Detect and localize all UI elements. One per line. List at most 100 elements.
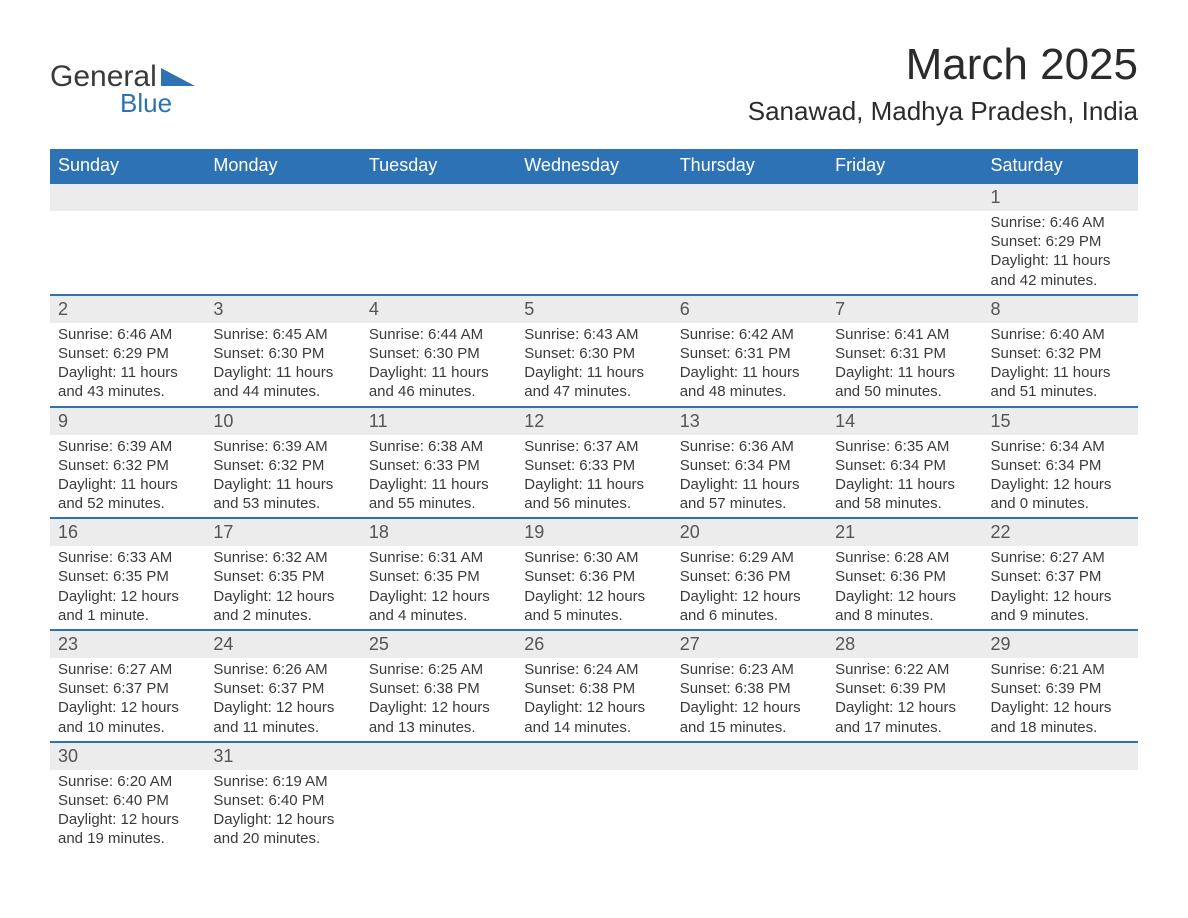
day-body: Sunrise: 6:19 AMSunset: 6:40 PMDaylight:… <box>205 770 360 853</box>
day-number <box>983 743 1138 770</box>
daylight-line: Daylight: 11 hours and 51 minutes. <box>991 363 1130 401</box>
day-body: Sunrise: 6:36 AMSunset: 6:34 PMDaylight:… <box>672 435 827 518</box>
sunset-line: Sunset: 6:39 PM <box>835 679 974 698</box>
sunrise-line: Sunrise: 6:46 AM <box>58 325 197 344</box>
daylight-line: Daylight: 11 hours and 50 minutes. <box>835 363 974 401</box>
day-number <box>827 184 982 211</box>
daylight-line: Daylight: 12 hours and 14 minutes. <box>524 698 663 736</box>
calendar-table: SundayMondayTuesdayWednesdayThursdayFrid… <box>50 149 1138 853</box>
day-number: 17 <box>205 519 360 546</box>
daylight-line: Daylight: 11 hours and 58 minutes. <box>835 475 974 513</box>
day-body: Sunrise: 6:21 AMSunset: 6:39 PMDaylight:… <box>983 658 1138 741</box>
week-body-row: Sunrise: 6:27 AMSunset: 6:37 PMDaylight:… <box>50 658 1138 742</box>
day-number: 13 <box>672 408 827 435</box>
sunset-line: Sunset: 6:39 PM <box>991 679 1130 698</box>
sunset-line: Sunset: 6:38 PM <box>524 679 663 698</box>
day-body <box>516 770 671 838</box>
day-body: Sunrise: 6:40 AMSunset: 6:32 PMDaylight:… <box>983 323 1138 406</box>
sunrise-line: Sunrise: 6:36 AM <box>680 437 819 456</box>
day-body <box>827 211 982 279</box>
day-number <box>516 184 671 211</box>
day-body <box>205 211 360 279</box>
sunset-line: Sunset: 6:38 PM <box>680 679 819 698</box>
day-number: 19 <box>516 519 671 546</box>
daylight-line: Daylight: 12 hours and 5 minutes. <box>524 587 663 625</box>
sunrise-line: Sunrise: 6:30 AM <box>524 548 663 567</box>
day-number: 7 <box>827 296 982 323</box>
sunset-line: Sunset: 6:34 PM <box>991 456 1130 475</box>
day-body: Sunrise: 6:23 AMSunset: 6:38 PMDaylight:… <box>672 658 827 741</box>
sunset-line: Sunset: 6:30 PM <box>524 344 663 363</box>
day-number: 10 <box>205 408 360 435</box>
sunset-line: Sunset: 6:32 PM <box>991 344 1130 363</box>
sunrise-line: Sunrise: 6:43 AM <box>524 325 663 344</box>
daylight-line: Daylight: 11 hours and 53 minutes. <box>213 475 352 513</box>
sunrise-line: Sunrise: 6:29 AM <box>680 548 819 567</box>
day-body: Sunrise: 6:39 AMSunset: 6:32 PMDaylight:… <box>50 435 205 518</box>
day-number <box>672 184 827 211</box>
day-number: 5 <box>516 296 671 323</box>
day-number: 31 <box>205 743 360 770</box>
daylight-line: Daylight: 11 hours and 57 minutes. <box>680 475 819 513</box>
daylight-line: Daylight: 12 hours and 17 minutes. <box>835 698 974 736</box>
sunrise-line: Sunrise: 6:27 AM <box>58 660 197 679</box>
sunset-line: Sunset: 6:38 PM <box>369 679 508 698</box>
weekday-header-row: SundayMondayTuesdayWednesdayThursdayFrid… <box>50 149 1138 183</box>
day-number: 4 <box>361 296 516 323</box>
day-number <box>672 743 827 770</box>
daylight-line: Daylight: 12 hours and 1 minute. <box>58 587 197 625</box>
daylight-line: Daylight: 11 hours and 55 minutes. <box>369 475 508 513</box>
sunset-line: Sunset: 6:40 PM <box>58 791 197 810</box>
sunrise-line: Sunrise: 6:35 AM <box>835 437 974 456</box>
day-body: Sunrise: 6:35 AMSunset: 6:34 PMDaylight:… <box>827 435 982 518</box>
day-body: Sunrise: 6:37 AMSunset: 6:33 PMDaylight:… <box>516 435 671 518</box>
day-number <box>516 743 671 770</box>
day-body <box>361 211 516 279</box>
sunset-line: Sunset: 6:34 PM <box>835 456 974 475</box>
day-number: 8 <box>983 296 1138 323</box>
daylight-line: Daylight: 12 hours and 15 minutes. <box>680 698 819 736</box>
day-body: Sunrise: 6:27 AMSunset: 6:37 PMDaylight:… <box>50 658 205 741</box>
week-body-row: Sunrise: 6:20 AMSunset: 6:40 PMDaylight:… <box>50 770 1138 853</box>
day-body <box>50 211 205 279</box>
sunset-line: Sunset: 6:33 PM <box>369 456 508 475</box>
day-body: Sunrise: 6:28 AMSunset: 6:36 PMDaylight:… <box>827 546 982 629</box>
sunset-line: Sunset: 6:35 PM <box>369 567 508 586</box>
sunrise-line: Sunrise: 6:34 AM <box>991 437 1130 456</box>
week-daynum-row: 23242526272829 <box>50 630 1138 658</box>
daylight-line: Daylight: 11 hours and 48 minutes. <box>680 363 819 401</box>
sunrise-line: Sunrise: 6:45 AM <box>213 325 352 344</box>
weekday-header: Thursday <box>672 149 827 183</box>
day-number: 9 <box>50 408 205 435</box>
daylight-line: Daylight: 12 hours and 13 minutes. <box>369 698 508 736</box>
day-number: 6 <box>672 296 827 323</box>
sunset-line: Sunset: 6:29 PM <box>991 232 1130 251</box>
day-number: 27 <box>672 631 827 658</box>
daylight-line: Daylight: 12 hours and 6 minutes. <box>680 587 819 625</box>
title-block: March 2025 Sanawad, Madhya Pradesh, Indi… <box>748 40 1138 127</box>
day-body: Sunrise: 6:29 AMSunset: 6:36 PMDaylight:… <box>672 546 827 629</box>
day-number: 20 <box>672 519 827 546</box>
location-subtitle: Sanawad, Madhya Pradesh, India <box>748 96 1138 127</box>
weekday-header: Saturday <box>983 149 1138 183</box>
sunset-line: Sunset: 6:34 PM <box>680 456 819 475</box>
day-number <box>205 184 360 211</box>
logo-word-blue: Blue <box>120 88 195 119</box>
sunrise-line: Sunrise: 6:20 AM <box>58 772 197 791</box>
weekday-header: Sunday <box>50 149 205 183</box>
day-number: 16 <box>50 519 205 546</box>
sunset-line: Sunset: 6:33 PM <box>524 456 663 475</box>
sunset-line: Sunset: 6:31 PM <box>680 344 819 363</box>
week-daynum-row: 2345678 <box>50 295 1138 323</box>
daylight-line: Daylight: 12 hours and 4 minutes. <box>369 587 508 625</box>
week-body-row: Sunrise: 6:39 AMSunset: 6:32 PMDaylight:… <box>50 435 1138 519</box>
sunset-line: Sunset: 6:36 PM <box>680 567 819 586</box>
daylight-line: Daylight: 12 hours and 2 minutes. <box>213 587 352 625</box>
day-body: Sunrise: 6:31 AMSunset: 6:35 PMDaylight:… <box>361 546 516 629</box>
sunrise-line: Sunrise: 6:39 AM <box>213 437 352 456</box>
day-body <box>827 770 982 838</box>
day-number: 25 <box>361 631 516 658</box>
day-body: Sunrise: 6:24 AMSunset: 6:38 PMDaylight:… <box>516 658 671 741</box>
sunrise-line: Sunrise: 6:26 AM <box>213 660 352 679</box>
sunrise-line: Sunrise: 6:24 AM <box>524 660 663 679</box>
